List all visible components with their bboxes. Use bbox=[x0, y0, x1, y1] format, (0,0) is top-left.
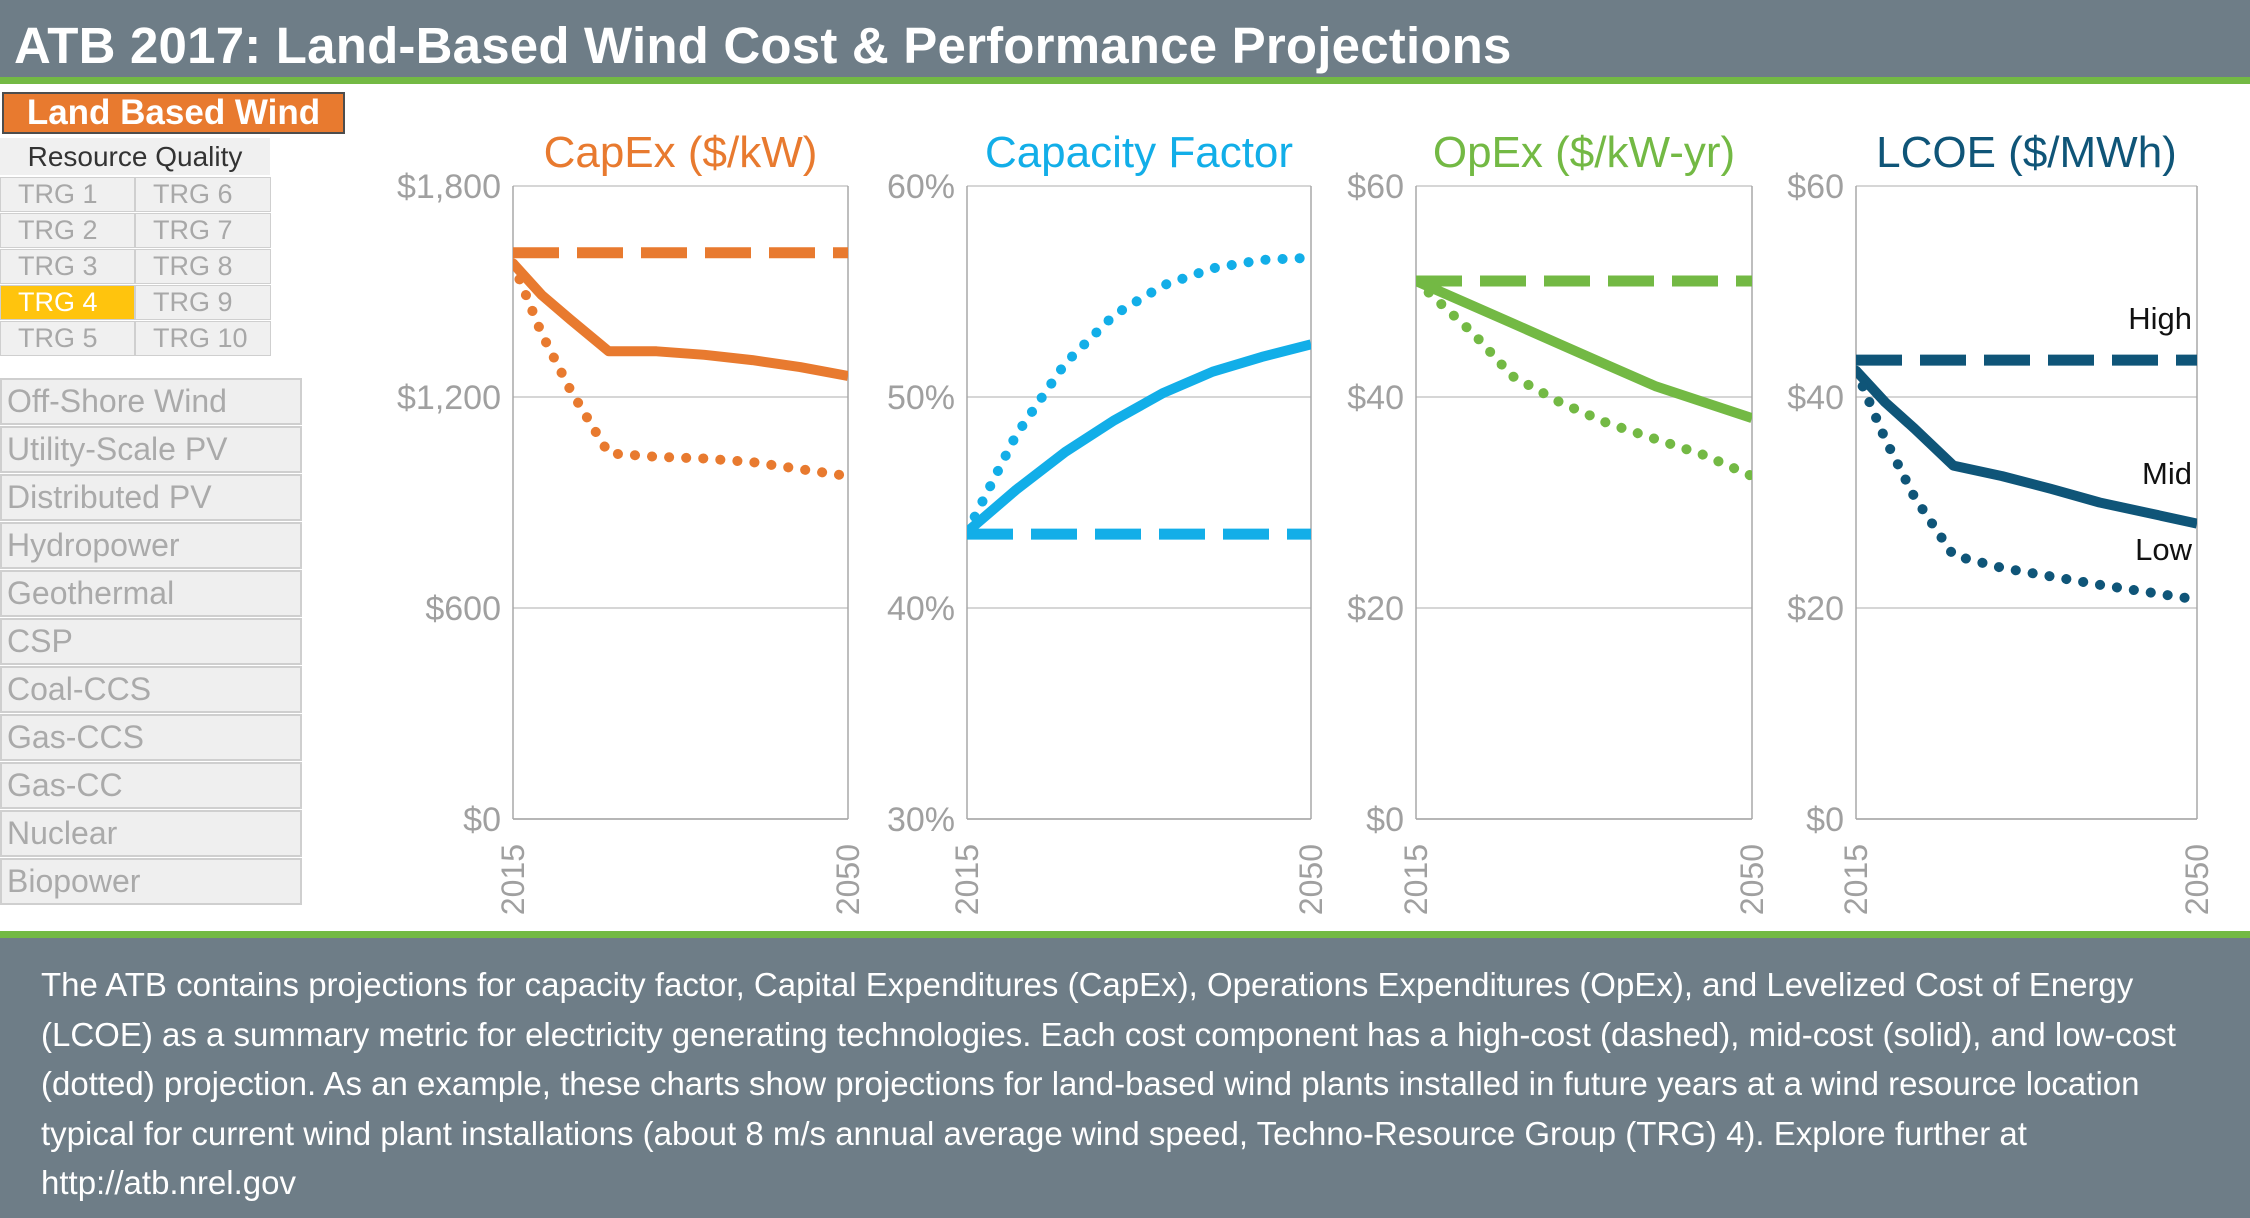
footer-description: The ATB contains projections for capacit… bbox=[41, 966, 2176, 1201]
y-tick-label: $40 bbox=[1347, 379, 1404, 417]
y-tick-label: $0 bbox=[1366, 801, 1404, 839]
x-tick-label: 2050 bbox=[1734, 844, 1770, 915]
x-tick-label: 2015 bbox=[495, 844, 531, 915]
x-tick-label: 2050 bbox=[2179, 844, 2215, 915]
chart-opex: $0 $20 $40 $60 2015 2050 OpEx ($/kW-yr) bbox=[1347, 128, 1770, 915]
page-footer: The ATB contains projections for capacit… bbox=[0, 938, 2250, 1218]
trg-option-trg-4[interactable]: TRG 4 bbox=[0, 285, 135, 320]
technology-item-off-shore-wind[interactable]: Off-Shore Wind bbox=[0, 378, 302, 425]
trg-option-trg-6[interactable]: TRG 6 bbox=[135, 177, 271, 212]
y-tick-label: $0 bbox=[1806, 801, 1844, 839]
annotation-low: Low bbox=[2135, 532, 2192, 567]
page-title: ATB 2017: Land-Based Wind Cost & Perform… bbox=[14, 17, 1512, 74]
series-dotted-line bbox=[1856, 365, 2197, 605]
resource-quality-label: Resource Quality bbox=[0, 138, 270, 175]
trg-option-trg-2[interactable]: TRG 2 bbox=[0, 213, 135, 248]
series-dotted-line bbox=[1416, 276, 1752, 482]
header-divider bbox=[0, 77, 2250, 84]
y-tick-label: $40 bbox=[1787, 379, 1844, 417]
trg-option-trg-8[interactable]: TRG 8 bbox=[135, 249, 271, 284]
series-solid-line bbox=[1856, 367, 2197, 529]
chart-title: LCOE ($/MWh) bbox=[1876, 128, 2177, 177]
technology-tab-land-based-wind[interactable]: Land Based Wind bbox=[2, 92, 345, 134]
chart-title: OpEx ($/kW-yr) bbox=[1433, 128, 1735, 177]
y-tick-label: 60% bbox=[887, 168, 955, 206]
technology-item-coal-ccs[interactable]: Coal-CCS bbox=[0, 666, 302, 713]
x-tick-label: 2015 bbox=[949, 844, 985, 915]
chart-title: CapEx ($/kW) bbox=[544, 128, 818, 177]
trg-option-trg-3[interactable]: TRG 3 bbox=[0, 249, 135, 284]
series-dotted-line bbox=[967, 252, 1311, 537]
y-tick-label: $60 bbox=[1347, 168, 1404, 206]
footer-divider bbox=[0, 931, 2250, 938]
trg-option-trg-1[interactable]: TRG 1 bbox=[0, 177, 135, 212]
y-tick-label: $600 bbox=[425, 590, 501, 628]
chart-title: Capacity Factor bbox=[985, 128, 1293, 177]
x-tick-label: 2015 bbox=[1838, 844, 1874, 915]
y-tick-label: 30% bbox=[887, 801, 955, 839]
y-tick-label: 40% bbox=[887, 590, 955, 628]
y-tick-label: 50% bbox=[887, 379, 955, 417]
technology-item-utility-scale-pv[interactable]: Utility-Scale PV bbox=[0, 426, 302, 473]
annotation-high: High bbox=[2128, 301, 2192, 336]
trg-option-trg-10[interactable]: TRG 10 bbox=[135, 321, 271, 356]
x-tick-label: 2015 bbox=[1398, 844, 1434, 915]
technology-item-gas-ccs[interactable]: Gas-CCS bbox=[0, 714, 302, 761]
trg-option-trg-5[interactable]: TRG 5 bbox=[0, 321, 135, 356]
technology-item-geothermal[interactable]: Geothermal bbox=[0, 570, 302, 617]
technology-item-csp[interactable]: CSP bbox=[0, 618, 302, 665]
y-tick-label: $20 bbox=[1347, 590, 1404, 628]
y-tick-label: $20 bbox=[1787, 590, 1844, 628]
series-solid-line bbox=[513, 260, 848, 381]
technology-item-distributed-pv[interactable]: Distributed PV bbox=[0, 474, 302, 521]
trg-option-trg-9[interactable]: TRG 9 bbox=[135, 285, 271, 320]
chart-capacity-factor: 30% 40% 50% 60% 2015 2050 Capacity Factor bbox=[887, 128, 1329, 915]
series-solid-line bbox=[967, 339, 1311, 536]
x-tick-label: 2050 bbox=[1293, 844, 1329, 915]
y-tick-label: $1,800 bbox=[397, 168, 501, 206]
x-tick-label: 2050 bbox=[830, 844, 866, 915]
y-tick-label: $0 bbox=[463, 801, 501, 839]
y-tick-label: $1,200 bbox=[397, 379, 501, 417]
chart-capex: $0 $600 $1,200 $1,800 2015 2050 CapEx ($/kW) bbox=[397, 128, 866, 915]
technology-item-nuclear[interactable]: Nuclear bbox=[0, 810, 302, 857]
chart-lcoe: $0 $20 $40 $60 2015 2050 LCOE ($/MWh) High Mid Lo… bbox=[1787, 128, 2215, 915]
technology-item-hydropower[interactable]: Hydropower bbox=[0, 522, 302, 569]
trg-option-trg-7[interactable]: TRG 7 bbox=[135, 213, 271, 248]
annotation-mid: Mid bbox=[2142, 456, 2192, 491]
technology-item-gas-cc[interactable]: Gas-CC bbox=[0, 762, 302, 809]
technology-item-biopower[interactable]: Biopower bbox=[0, 858, 302, 905]
series-dotted-line bbox=[513, 258, 848, 482]
page-header: ATB 2017: Land-Based Wind Cost & Perform… bbox=[0, 0, 2250, 77]
y-tick-label: $60 bbox=[1787, 168, 1844, 206]
charts-area: $0 $600 $1,200 $1,800 2015 2050 CapEx ($/kW) 30… bbox=[397, 128, 2215, 915]
series-solid-line bbox=[1416, 276, 1752, 423]
